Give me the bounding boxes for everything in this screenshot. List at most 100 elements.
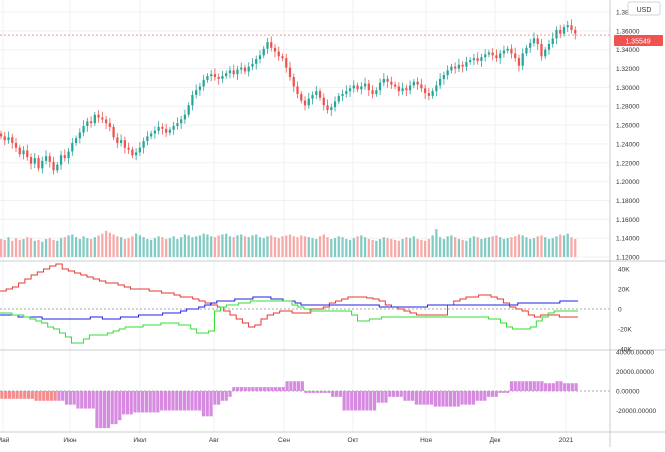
volume-bar: [191, 237, 194, 257]
histogram-bar: [449, 391, 453, 407]
volume-bar: [416, 239, 419, 257]
candle-body: [457, 64, 461, 69]
x-tick-label: Дек: [490, 437, 501, 444]
candle-body: [570, 25, 573, 30]
candle-body: [315, 91, 318, 95]
histogram-bar: [509, 381, 514, 391]
histogram-bar: [137, 391, 141, 413]
histogram-bar: [532, 381, 536, 391]
volume-bar: [71, 234, 74, 257]
candle-body: [330, 107, 333, 110]
y-tick-label: 0: [618, 307, 622, 314]
candle-body: [101, 117, 104, 120]
volume-bar: [18, 239, 21, 257]
histogram-bar: [372, 391, 377, 411]
candle-body: [240, 67, 243, 70]
candle-body: [566, 25, 569, 28]
candle-body: [397, 86, 400, 92]
candle-body: [262, 48, 265, 56]
volume-bar: [532, 238, 536, 257]
histogram-bar: [410, 391, 415, 401]
y-tick-label: 40000.00000: [616, 350, 654, 357]
histogram-bar: [574, 383, 578, 391]
candle-body: [176, 123, 179, 127]
histogram-bar: [289, 381, 293, 391]
histogram-bar: [528, 381, 533, 391]
candle-body: [146, 136, 149, 142]
histogram-bar: [418, 391, 422, 405]
volume-bar: [11, 240, 14, 257]
histogram-bar: [102, 391, 107, 429]
histogram-bar: [57, 391, 61, 401]
histogram-bar: [198, 391, 202, 411]
x-tick-label: Авг: [209, 437, 220, 444]
volume-bar: [33, 240, 36, 257]
histogram-bar: [129, 391, 133, 415]
volume-bar: [326, 237, 329, 257]
candle-body: [273, 47, 277, 52]
volume-bar: [281, 236, 284, 257]
histogram-bar: [23, 391, 27, 399]
histogram-bar: [445, 391, 449, 407]
histogram-bar: [331, 391, 335, 397]
volume-bar: [247, 237, 250, 257]
histogram-bar: [19, 391, 23, 399]
volume-bar: [547, 239, 551, 257]
histogram-bar: [517, 381, 521, 391]
histogram-bar: [179, 391, 183, 411]
volume-bar: [108, 232, 111, 257]
volume-bar: [427, 239, 430, 257]
histogram-bar: [350, 391, 354, 411]
histogram-bar: [121, 391, 126, 415]
candle-body: [408, 85, 412, 91]
x-tick-label: 2021: [559, 437, 574, 444]
volume-bar: [82, 236, 85, 257]
volume-bar: [371, 239, 374, 257]
currency-label-box: [627, 1, 661, 16]
volume-bar: [180, 237, 183, 257]
candle-body: [52, 161, 55, 171]
volume-bar: [544, 237, 547, 257]
volume-bar: [41, 241, 44, 257]
volume-bar: [356, 236, 359, 257]
histogram-bar: [521, 381, 525, 391]
candle-body: [431, 91, 434, 96]
price-pane: [0, 19, 610, 257]
volume-bar: [322, 234, 325, 257]
candle-body: [71, 142, 74, 152]
candle-body: [116, 137, 119, 143]
histogram-bar: [76, 391, 80, 409]
candle-body: [183, 114, 187, 120]
histogram-bar: [4, 391, 8, 399]
volume-bar: [101, 233, 104, 257]
candle-body: [56, 164, 59, 171]
candle-body: [86, 121, 89, 127]
histogram-bar: [384, 391, 388, 403]
y-tick-label: 1.30000: [616, 85, 640, 92]
candle-body: [352, 85, 355, 89]
histogram-bar: [266, 387, 270, 391]
histogram-bar: [452, 391, 457, 407]
histogram-bar: [251, 387, 255, 391]
candle-body: [37, 158, 40, 169]
volume-bar: [408, 238, 412, 257]
volume-bar: [119, 237, 123, 257]
volume-bar: [3, 239, 6, 257]
series-line-green: [0, 300, 578, 344]
candle-body: [89, 121, 93, 124]
histogram-bar: [87, 391, 91, 409]
histogram-bar: [30, 391, 34, 399]
volume-bar: [333, 238, 337, 257]
candle-body: [393, 84, 397, 87]
candle-body: [450, 66, 453, 71]
volume-bar: [183, 234, 187, 257]
histogram-bar: [118, 391, 122, 421]
volume-bar: [423, 240, 427, 257]
histogram-bar: [502, 391, 506, 393]
histogram-bar: [167, 391, 171, 411]
histogram-bar: [95, 391, 99, 429]
y-tick-label: -20000.00000: [616, 408, 657, 415]
volume-bar: [0, 239, 3, 257]
volume-bar: [127, 238, 130, 257]
